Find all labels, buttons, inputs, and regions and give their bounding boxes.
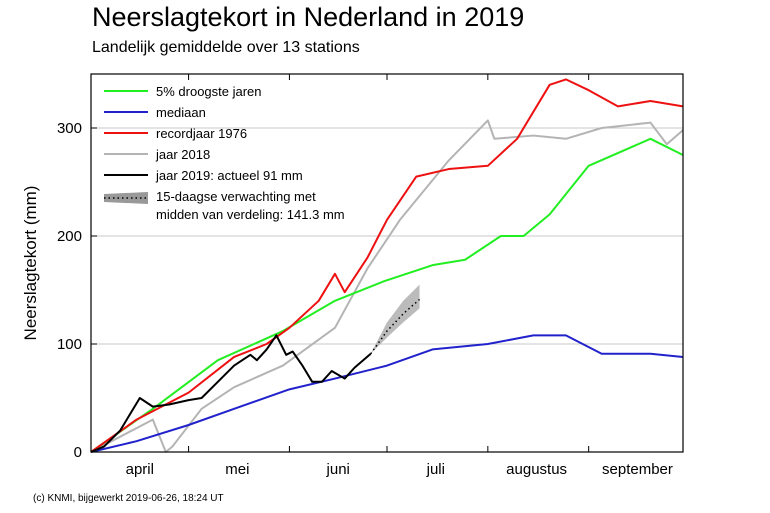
x-tick-label: juni	[326, 461, 350, 478]
footer-credit: (c) KNMI, bijgewerkt 2019-06-26, 18:24 U…	[33, 493, 224, 504]
series-lines	[90, 78, 684, 453]
series-line-1	[90, 137, 684, 453]
legend-label: jaar 2018	[155, 147, 210, 162]
series-line-5	[90, 334, 372, 453]
forecast-band	[370, 284, 420, 354]
legend-label: mediaan	[156, 105, 206, 120]
forecast-median-line	[370, 298, 421, 355]
x-tick-label: september	[602, 461, 673, 478]
y-tick-label: 300	[57, 120, 82, 137]
axis-ticks: 0 100 200 300 april mei juni juli augustus septem…	[57, 74, 673, 478]
precipitation-deficit-chart: 0 100 200 300 april mei juni juli augustus septem…	[21, 73, 684, 478]
y-axis-title: Neerslagtekort (mm)	[21, 186, 40, 341]
series-line-3	[90, 78, 684, 453]
legend-label: recordjaar 1976	[156, 126, 247, 141]
x-tick-label: mei	[225, 461, 249, 478]
y-tick-label: 0	[74, 444, 82, 461]
legend-label: 5% droogste jaren	[156, 84, 262, 99]
series-line-4	[90, 119, 684, 453]
x-tick-label: april	[126, 461, 154, 478]
legend: 5% droogste jaren mediaan recordjaar 1976 j…	[104, 84, 345, 222]
chart-subtitle: Landelijk gemiddelde over 13 stations	[92, 39, 360, 56]
legend-forecast-swatch	[104, 192, 148, 204]
x-tick-label: augustus	[506, 461, 567, 478]
series-line-2	[90, 334, 684, 453]
y-tick-label: 100	[57, 336, 82, 353]
chart-title: Neerslagtekort in Nederland in 2019	[92, 2, 525, 32]
legend-label: jaar 2019: actueel 91 mm	[155, 168, 303, 183]
y-tick-label: 200	[57, 228, 82, 245]
legend-forecast-label-2: midden van verdeling: 141.3 mm	[156, 207, 345, 222]
x-tick-label: juli	[426, 461, 445, 478]
legend-forecast-label-1: 15-daagse verwachting met	[156, 189, 316, 204]
